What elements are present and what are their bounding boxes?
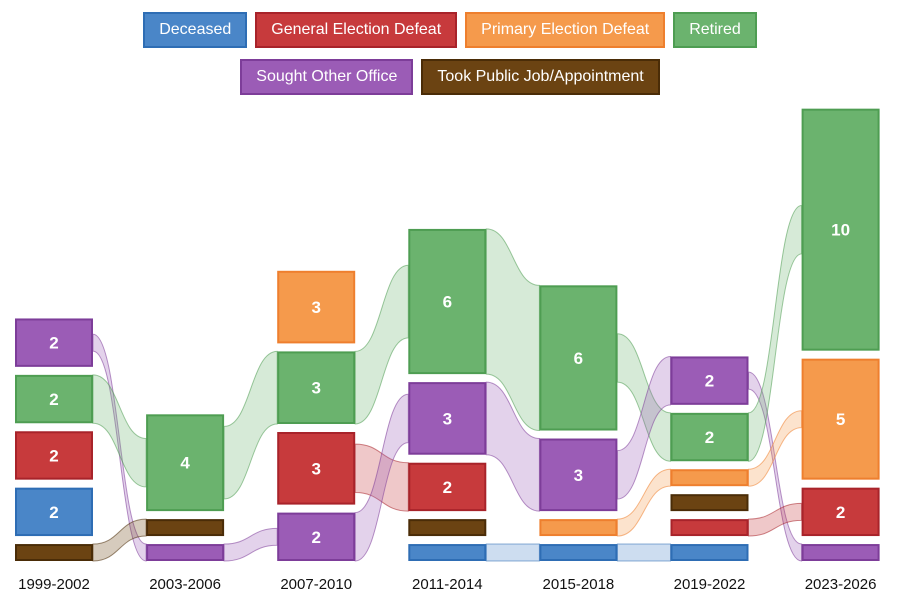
node-primary-election-defeat[interactable] [277,270,356,344]
node-took-public-job-appointment[interactable] [15,544,93,561]
node-value-label: 2 [705,428,714,447]
node-deceased[interactable] [670,544,749,561]
node-value-label: 2 [49,334,58,353]
node-general-election-defeat[interactable] [277,432,356,505]
node-sought-other-office[interactable] [539,438,618,512]
flow-link-retired [223,350,278,500]
node-retired[interactable] [277,351,356,424]
node-general-election-defeat[interactable] [15,431,93,480]
node-value-label: 3 [311,459,320,478]
legend: Deceased General Election Defeat Primary… [0,12,900,106]
period-label: 1999-2002 [18,576,90,593]
legend-row-2: Sought Other Office Took Public Job/Appo… [0,59,900,95]
node-value-label: 4 [180,454,190,473]
flow-link-deceased [616,543,671,562]
legend-item-primary-election-defeat[interactable]: Primary Election Defeat [465,12,666,48]
node-retired[interactable] [15,374,93,424]
node-value-label: 10 [831,221,850,240]
node-retired[interactable] [539,285,618,431]
node-value-label: 6 [574,349,583,368]
period-label: 2003-2006 [149,576,221,593]
period-label: 2015-2018 [543,576,615,593]
flow-link-primary-election-defeat [616,468,671,537]
period-label: 2023-2026 [805,576,877,593]
node-deceased[interactable] [408,544,487,561]
node-took-public-job-appointment[interactable] [146,519,225,537]
flow-link-sought-other-office [223,527,278,562]
node-value-label: 2 [49,446,58,465]
node-sought-other-office[interactable] [277,512,356,561]
node-value-label: 2 [311,528,320,547]
flow-link-sought-other-office [748,371,803,562]
node-value-label: 3 [574,466,583,485]
period-label: 2007-2010 [280,576,352,593]
node-sought-other-office[interactable] [408,382,487,455]
node-primary-election-defeat[interactable] [801,358,880,480]
node-value-label: 2 [443,478,452,497]
flow-link-retired [92,374,147,488]
node-sought-other-office[interactable] [801,544,880,561]
node-retired[interactable] [408,228,487,375]
node-primary-election-defeat[interactable] [670,469,749,487]
node-general-election-defeat[interactable] [670,519,749,537]
legend-item-deceased[interactable]: Deceased [143,12,248,48]
node-general-election-defeat[interactable] [408,462,487,512]
node-took-public-job-appointment[interactable] [408,519,487,537]
period-labels: 1999-2002 2003-2006 2007-2010 2011-2014 2015… [18,576,876,593]
node-value-label: 3 [311,298,320,317]
node-value-label: 2 [49,390,58,409]
period-label: 2011-2014 [412,576,483,593]
node-sought-other-office[interactable] [670,356,749,405]
node-value-label: 2 [705,372,714,391]
period-nodes: 2 2 2 2 4 3 3 3 2 6 3 2 6 3 2 2 10 5 2 [15,108,880,561]
legend-item-sought-other-office[interactable]: Sought Other Office [240,59,414,95]
node-value-label: 6 [443,293,452,312]
node-value-label: 3 [443,409,452,428]
legend-item-general-election-defeat[interactable]: General Election Defeat [255,12,458,48]
flow-link-sought-other-office [485,381,540,512]
legend-row-1: Deceased General Election Defeat Primary… [0,12,900,48]
node-value-label: 2 [836,503,845,522]
node-general-election-defeat[interactable] [801,487,880,537]
node-value-label: 3 [311,379,320,398]
node-value-label: 2 [49,503,58,522]
node-took-public-job-appointment[interactable] [670,494,749,512]
legend-item-took-public-job[interactable]: Took Public Job/Appointment [421,59,660,95]
node-sought-other-office[interactable] [15,318,93,367]
node-retired[interactable] [146,414,225,512]
flow-link-took-public-job-appointment [92,518,147,562]
node-deceased[interactable] [539,544,618,561]
flow-link-general-election-defeat [748,502,803,537]
node-primary-election-defeat[interactable] [539,519,618,537]
node-deceased[interactable] [15,487,93,537]
node-value-label: 5 [836,410,845,429]
flow-link-deceased [485,543,540,562]
node-sought-other-office[interactable] [146,544,225,561]
period-label: 2019-2022 [674,576,746,593]
node-retired[interactable] [801,108,880,351]
flow-link-sought-other-office [92,333,147,562]
legend-item-retired[interactable]: Retired [673,12,757,48]
node-retired[interactable] [670,412,749,462]
